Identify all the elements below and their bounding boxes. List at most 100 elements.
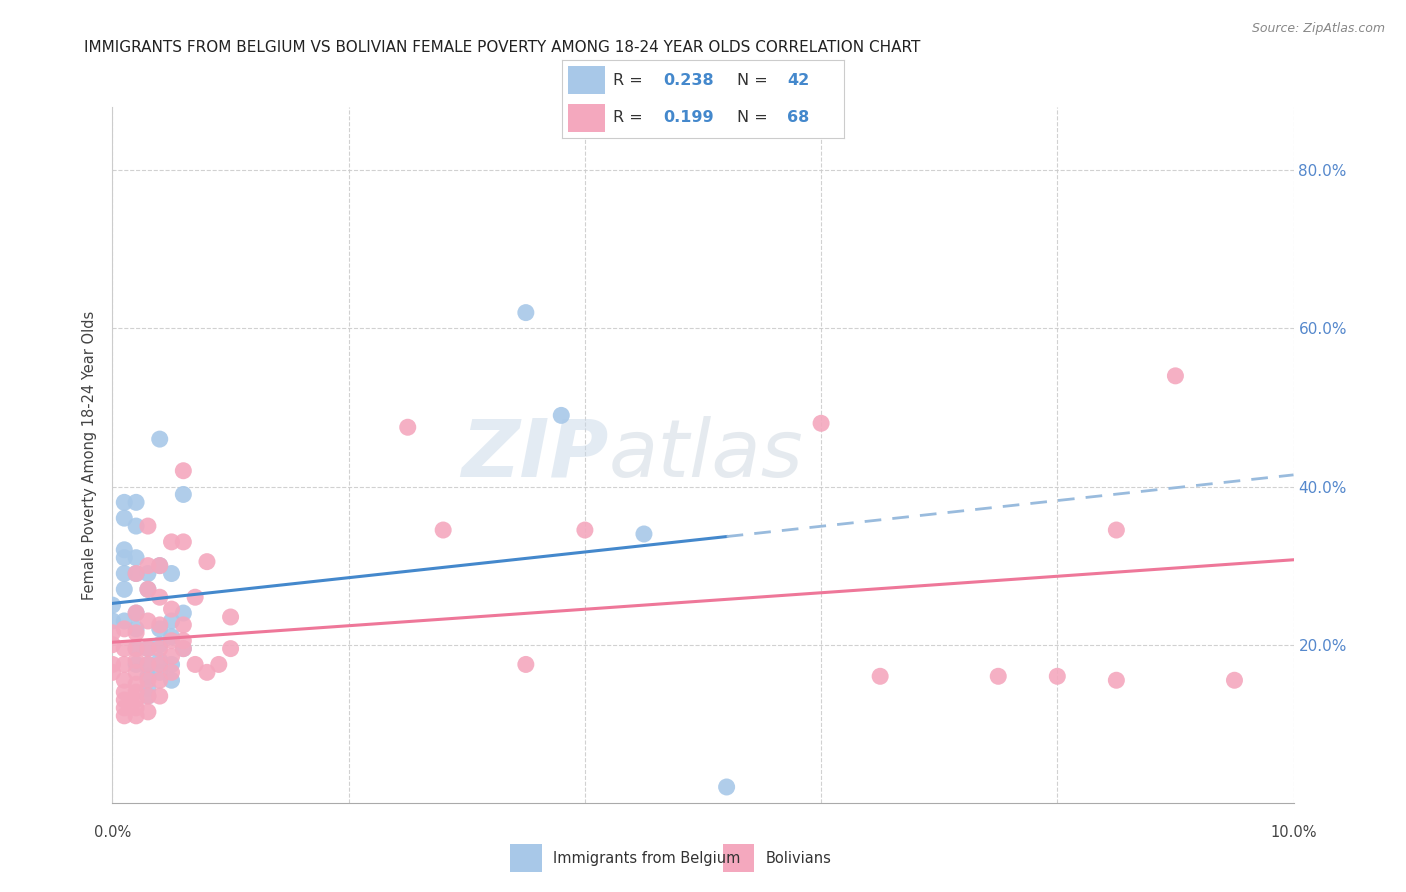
Point [125,606,148,620]
Point [112,550,135,565]
Point [101,614,124,628]
Text: 0.199: 0.199 [664,111,714,126]
Point [149,641,172,656]
Point [149,622,172,636]
Point [112,701,135,715]
Point [125,566,148,581]
Point [633,527,655,541]
Point [125,701,148,715]
Point [125,566,148,581]
Point [219,610,242,624]
Point [160,614,183,628]
Text: IMMIGRANTS FROM BELGIUM VS BOLIVIAN FEMALE POVERTY AMONG 18-24 YEAR OLDS CORRELA: IMMIGRANTS FROM BELGIUM VS BOLIVIAN FEMA… [84,40,921,55]
Point [160,649,183,664]
Text: 10.0%: 10.0% [1270,825,1317,839]
Point [101,625,124,640]
Point [136,689,159,703]
Point [101,665,124,680]
FancyBboxPatch shape [510,844,541,872]
Point [184,657,207,672]
Point [125,665,148,680]
Point [136,689,159,703]
Point [136,669,159,683]
Point [125,519,148,533]
Point [149,432,172,446]
Point [112,708,135,723]
Point [1223,673,1246,688]
Point [112,614,135,628]
Point [112,693,135,707]
Point [160,630,183,644]
FancyBboxPatch shape [568,103,605,132]
Point [125,641,148,656]
Point [172,618,194,632]
Point [515,657,537,672]
Point [149,653,172,667]
Point [1105,523,1128,537]
Point [125,693,148,707]
Point [810,417,832,431]
Point [219,641,242,656]
Point [136,566,159,581]
Point [136,614,159,628]
Text: atlas: atlas [609,416,803,494]
Point [112,566,135,581]
Point [172,487,194,501]
Point [396,420,419,434]
Point [432,523,454,537]
Point [149,665,172,680]
Point [550,409,572,423]
Point [160,673,183,688]
Point [125,653,148,667]
Text: Immigrants from Belgium: Immigrants from Belgium [554,851,741,865]
Point [149,638,172,652]
Point [149,591,172,605]
Point [136,705,159,719]
Point [172,464,194,478]
Point [136,657,159,672]
Point [160,665,183,680]
Point [125,677,148,691]
Point [136,519,159,533]
Point [136,558,159,573]
Point [112,495,135,509]
Point [125,606,148,620]
Point [160,534,183,549]
Point [160,602,183,616]
Text: R =: R = [613,72,648,87]
Point [987,669,1010,683]
Point [195,665,218,680]
Text: N =: N = [737,72,773,87]
Point [160,633,183,648]
Point [112,641,135,656]
Point [136,681,159,695]
Point [101,638,124,652]
Point [149,558,172,573]
Point [125,685,148,699]
Point [125,625,148,640]
Point [136,641,159,656]
Point [869,669,891,683]
Point [160,657,183,672]
Text: Bolivians: Bolivians [766,851,832,865]
Text: R =: R = [613,111,648,126]
Point [136,582,159,597]
FancyBboxPatch shape [568,66,605,95]
Point [125,657,148,672]
Point [195,555,218,569]
Point [1164,368,1187,383]
Point [125,622,148,636]
Point [716,780,738,794]
Point [112,657,135,672]
Point [1046,669,1069,683]
Point [172,641,194,656]
Text: 42: 42 [787,72,810,87]
Point [149,618,172,632]
Point [515,305,537,319]
Point [136,673,159,688]
Point [184,591,207,605]
Text: 0.0%: 0.0% [94,825,131,839]
Point [149,657,172,672]
Point [172,606,194,620]
Text: Source: ZipAtlas.com: Source: ZipAtlas.com [1251,22,1385,36]
